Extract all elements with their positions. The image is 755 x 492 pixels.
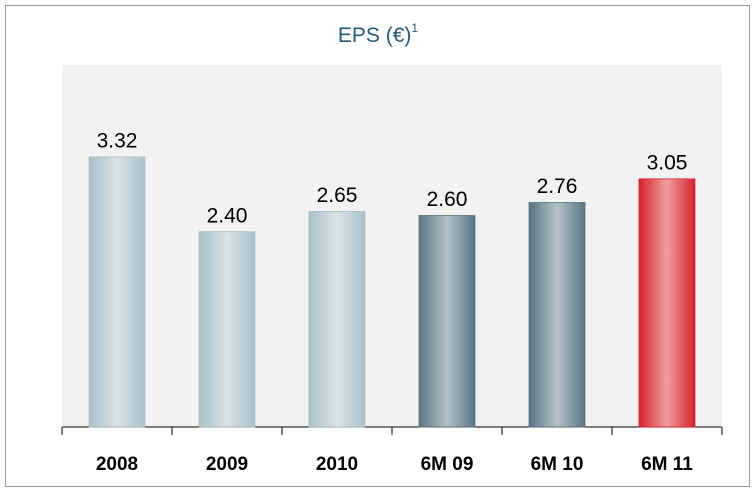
- title-text: EPS (€): [338, 24, 412, 47]
- bar: [88, 156, 146, 428]
- x-tick-label: 6M 11: [641, 454, 693, 475]
- x-tick-label: 2010: [316, 454, 358, 475]
- bar: [418, 215, 476, 428]
- value-label: 3.05: [647, 151, 688, 174]
- bar: [198, 231, 256, 428]
- x-tick-label: 6M 10: [531, 454, 584, 475]
- bar: [638, 178, 696, 428]
- value-label: 3.32: [97, 129, 138, 152]
- value-label: 2.76: [537, 175, 578, 198]
- value-label: 2.60: [427, 188, 468, 211]
- plot-area: [62, 65, 722, 427]
- value-label: 2.40: [207, 204, 248, 227]
- title-note: 1: [411, 21, 418, 35]
- value-label: 2.65: [317, 184, 358, 207]
- bar: [308, 211, 366, 428]
- chart-title: EPS (€)1: [338, 21, 419, 46]
- bar: [528, 202, 586, 428]
- x-tick-label: 2009: [206, 454, 248, 475]
- x-tick-label: 6M 09: [421, 454, 474, 475]
- x-tick-label: 2008: [96, 454, 138, 475]
